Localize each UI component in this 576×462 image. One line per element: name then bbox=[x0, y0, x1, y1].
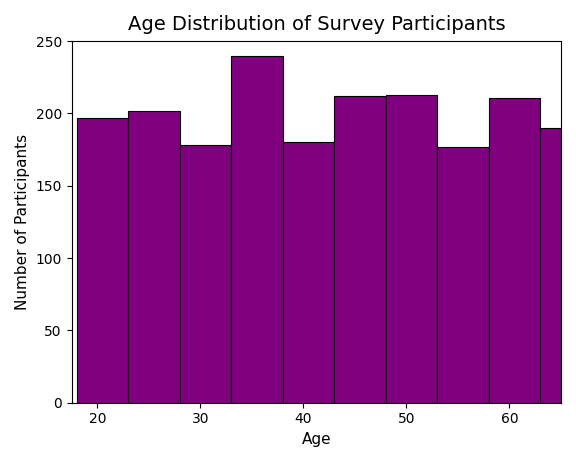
X-axis label: Age: Age bbox=[301, 432, 331, 447]
Bar bbox=[232, 55, 283, 403]
Bar bbox=[540, 128, 576, 403]
Bar bbox=[489, 97, 540, 403]
Bar bbox=[180, 145, 232, 403]
Bar bbox=[334, 96, 386, 403]
Y-axis label: Number of Participants: Number of Participants bbox=[15, 134, 30, 310]
Bar bbox=[283, 142, 334, 403]
Bar bbox=[128, 110, 180, 403]
Title: Age Distribution of Survey Participants: Age Distribution of Survey Participants bbox=[127, 15, 505, 34]
Bar bbox=[386, 95, 437, 403]
Bar bbox=[77, 118, 128, 403]
Bar bbox=[437, 147, 489, 403]
